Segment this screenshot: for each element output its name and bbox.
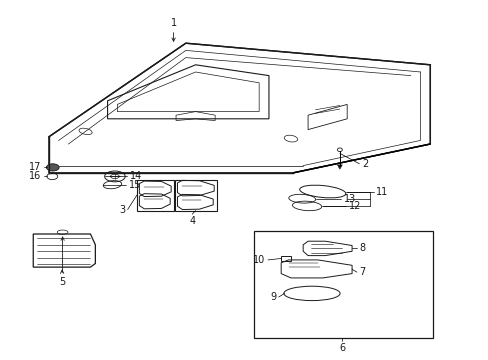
Text: 12: 12 [348, 201, 360, 211]
Text: 10: 10 [253, 255, 265, 265]
Bar [254, 231, 432, 338]
Ellipse shape [46, 164, 59, 171]
Text: 3: 3 [119, 204, 125, 215]
Text: 8: 8 [359, 243, 365, 253]
Text: 4: 4 [189, 216, 195, 226]
Text: 14: 14 [129, 171, 142, 181]
Text: 15: 15 [128, 180, 141, 190]
Text: 17: 17 [29, 162, 41, 172]
Text: 5: 5 [59, 277, 65, 287]
Bar [137, 180, 173, 211]
Text: 11: 11 [375, 186, 387, 197]
Text: 16: 16 [29, 171, 41, 181]
Text: 6: 6 [339, 343, 345, 353]
Polygon shape [337, 165, 342, 169]
Bar [281, 256, 290, 261]
Text: 2: 2 [361, 159, 367, 169]
Text: 7: 7 [359, 267, 365, 277]
Bar [175, 180, 216, 211]
Text: 1: 1 [170, 18, 176, 28]
Text: 9: 9 [269, 292, 276, 302]
Text: 13: 13 [343, 194, 355, 204]
